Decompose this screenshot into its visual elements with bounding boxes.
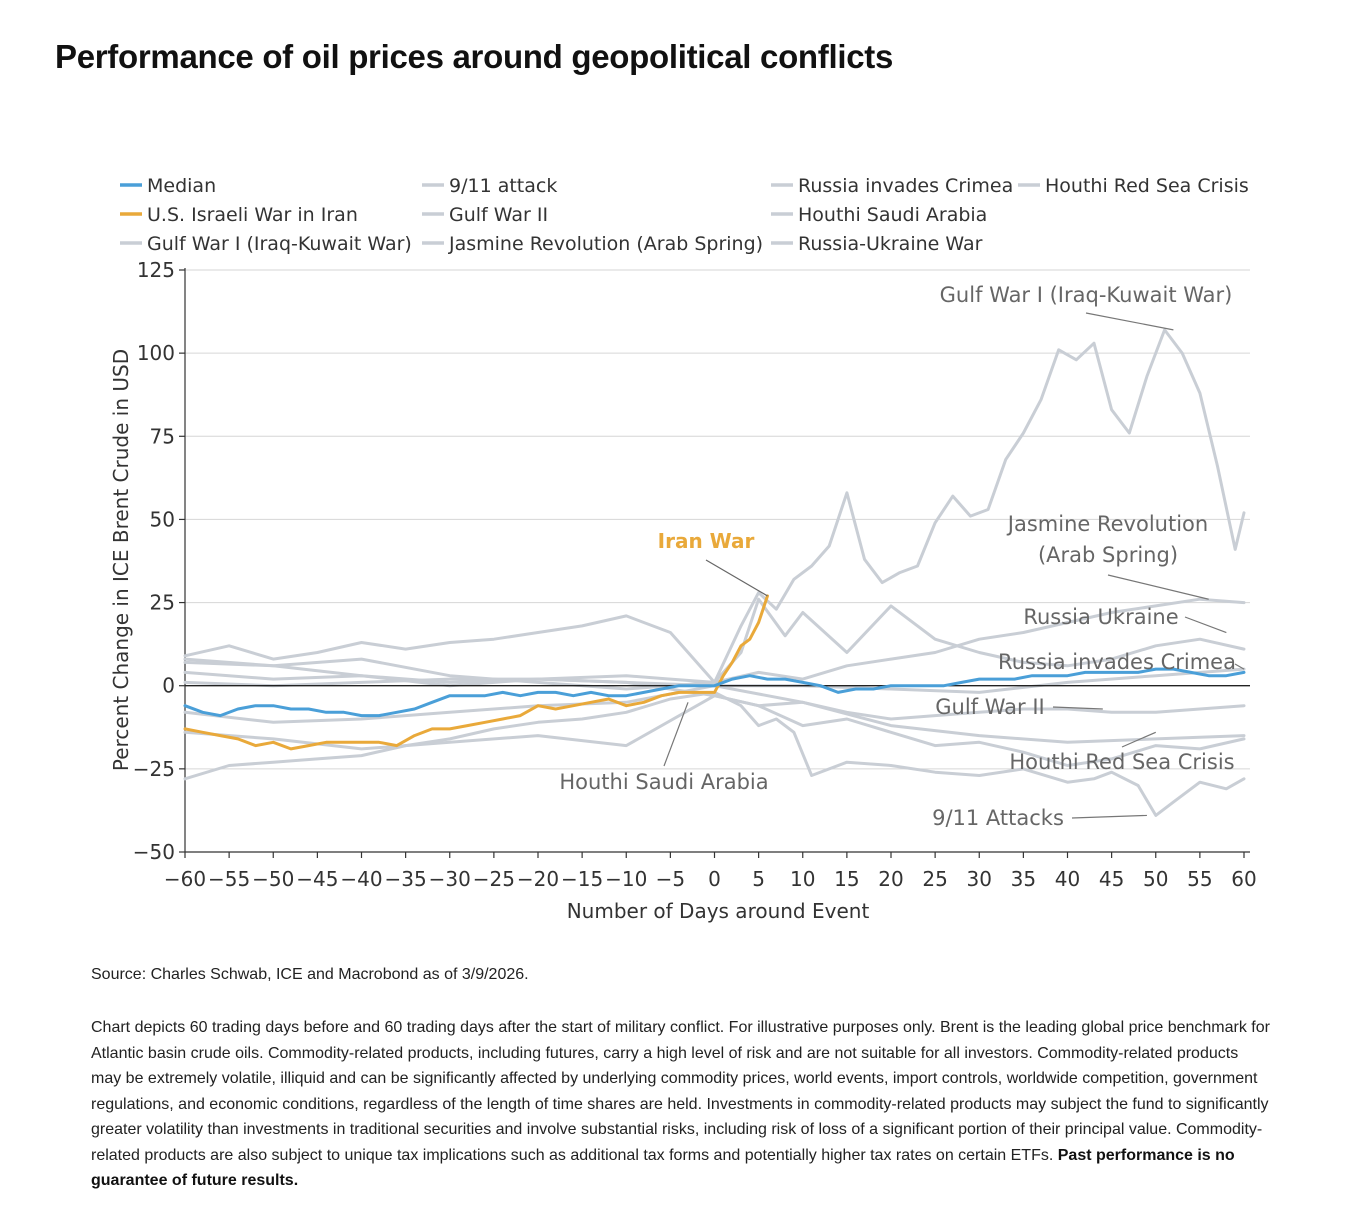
y-tick-label: 25 (150, 591, 175, 615)
y-tick-label: 75 (150, 424, 175, 448)
legend-label-gulf-war-ii: Gulf War II (449, 204, 548, 226)
x-axis-title: Number of Days around Event (567, 899, 870, 923)
x-tick-label: 0 (708, 867, 721, 891)
x-tick-label: 60 (1231, 867, 1256, 891)
annotation-leader-houthi-red-sea-crisis (1121, 731, 1156, 748)
series-line-9-11-attack (183, 690, 1246, 817)
y-tick-label: 50 (150, 507, 175, 531)
annotation-label-russia-invades-crimea: Russia invades Crimea (998, 650, 1236, 674)
x-tick-label: −15 (561, 867, 603, 891)
x-tick-label: −35 (385, 867, 427, 891)
x-tick-label: 20 (878, 867, 903, 891)
legend-label-houthi-red-sea-crisis: Houthi Red Sea Crisis (1045, 175, 1249, 197)
x-tick-label: 45 (1099, 867, 1124, 891)
annotation-label2-jasmine-revolution-arab-spring: (Arab Spring) (1038, 543, 1178, 567)
series-line-median (183, 667, 1246, 718)
annotation-leader-houthi-saudi-arabia (663, 702, 689, 767)
y-tick-label: −50 (133, 840, 175, 864)
legend-label-gulf-war-i-iraq-kuwait-war: Gulf War I (Iraq-Kuwait War) (147, 233, 412, 255)
x-tick-label: −50 (252, 867, 294, 891)
legend-label-median: Median (147, 175, 216, 197)
x-tick-label: −40 (340, 867, 382, 891)
series-line-u-s-israeli-war-in-iran (183, 594, 769, 751)
x-tick-label: 10 (790, 867, 815, 891)
x-tick-label: 55 (1187, 867, 1212, 891)
legend-label-u-s-israeli-war-in-iran: U.S. Israeli War in Iran (147, 204, 358, 226)
chart-legend: Median 9/11 attack Russia invades Crimea Ho… (120, 175, 1249, 255)
x-tick-label: −45 (296, 867, 338, 891)
series-line-russia-ukraine-war (183, 597, 1246, 684)
legend-label-jasmine-revolution-arab-spring: Jasmine Revolution (Arab Spring) (448, 233, 763, 255)
annotation-label-russia-ukraine-war: Russia Ukraine (1023, 605, 1178, 629)
annotation-leader-russia-ukraine-war (1184, 616, 1227, 634)
y-tick-label: 100 (137, 341, 175, 365)
y-tick-label: 0 (162, 674, 175, 698)
x-tick-label: 15 (834, 867, 859, 891)
x-tick-label: 40 (1055, 867, 1080, 891)
x-tick-label: 50 (1143, 867, 1168, 891)
annotation-leader-gulf-war-ii (1052, 706, 1103, 710)
page-title: Performance of oil prices around geopoli… (55, 38, 894, 75)
x-tick-label: −10 (605, 867, 647, 891)
series-line-gulf-war-i-iraq-kuwait-war (183, 328, 1246, 684)
annotation-label-u-s-israeli-war-in-iran: Iran War (658, 529, 755, 553)
disclaimer: Chart depicts 60 trading days before and… (91, 1015, 1271, 1194)
series-line-jasmine-revolution-arab-spring (183, 597, 1246, 691)
oil-price-chart: Median 9/11 attack Russia invades Crimea Ho… (109, 175, 1257, 923)
x-tick-label: 25 (922, 867, 947, 891)
annotation-leader-russia-invades-crimea (1234, 663, 1245, 670)
series-lines (183, 328, 1250, 817)
series-line-houthi-saudi-arabia (183, 694, 1246, 767)
annotation-label-gulf-war-ii: Gulf War II (935, 695, 1044, 719)
disclaimer-text: Chart depicts 60 trading days before and… (91, 1019, 1270, 1164)
x-tick-label: −60 (164, 867, 206, 891)
x-tick-label: 30 (967, 867, 992, 891)
annotation-label-jasmine-revolution-arab-spring: Jasmine Revolution (1006, 512, 1208, 536)
annotation-label-houthi-red-sea-crisis: Houthi Red Sea Crisis (1009, 750, 1234, 774)
legend-label-russia-invades-crimea: Russia invades Crimea (798, 175, 1013, 197)
legend-label-9-11-attack: 9/11 attack (449, 175, 557, 197)
annotations: Gulf War I (Iraq-Kuwait War) Iran War Jasm… (559, 283, 1245, 830)
annotation-label-9-11-attack: 9/11 Attacks (932, 806, 1064, 830)
x-tick-label: 5 (752, 867, 765, 891)
grid-lines (185, 269, 1250, 770)
y-axis-title: Percent Change in ICE Brent Crude in USD (109, 349, 133, 771)
legend-label-houthi-saudi-arabia: Houthi Saudi Arabia (798, 204, 987, 226)
y-tick-label: 125 (137, 258, 175, 282)
annotation-leader-gulf-war-i-iraq-kuwait-war (1085, 312, 1174, 331)
disclaimer-bold: Past performance is no guarantee of futu… (91, 1146, 1235, 1190)
x-tick-label: −5 (656, 867, 685, 891)
annotation-label-gulf-war-i-iraq-kuwait-war: Gulf War I (Iraq-Kuwait War) (940, 283, 1233, 307)
x-tick-label: −30 (429, 867, 471, 891)
annotation-leader-u-s-israeli-war-in-iran (705, 559, 768, 597)
x-tick-label: 35 (1011, 867, 1036, 891)
x-tick-label: −55 (208, 867, 250, 891)
annotation-leader-jasmine-revolution-arab-spring (1107, 574, 1209, 600)
annotation-label-houthi-saudi-arabia: Houthi Saudi Arabia (559, 770, 768, 794)
annotation-leader-9-11-attack (1071, 814, 1147, 819)
x-tick-label: −20 (517, 867, 559, 891)
legend-label-russia-ukraine-war: Russia-Ukraine War (798, 233, 983, 255)
y-tick-label: −25 (133, 757, 175, 781)
x-tick-label: −25 (473, 867, 515, 891)
source-note: Source: Charles Schwab, ICE and Macrobon… (91, 966, 529, 983)
